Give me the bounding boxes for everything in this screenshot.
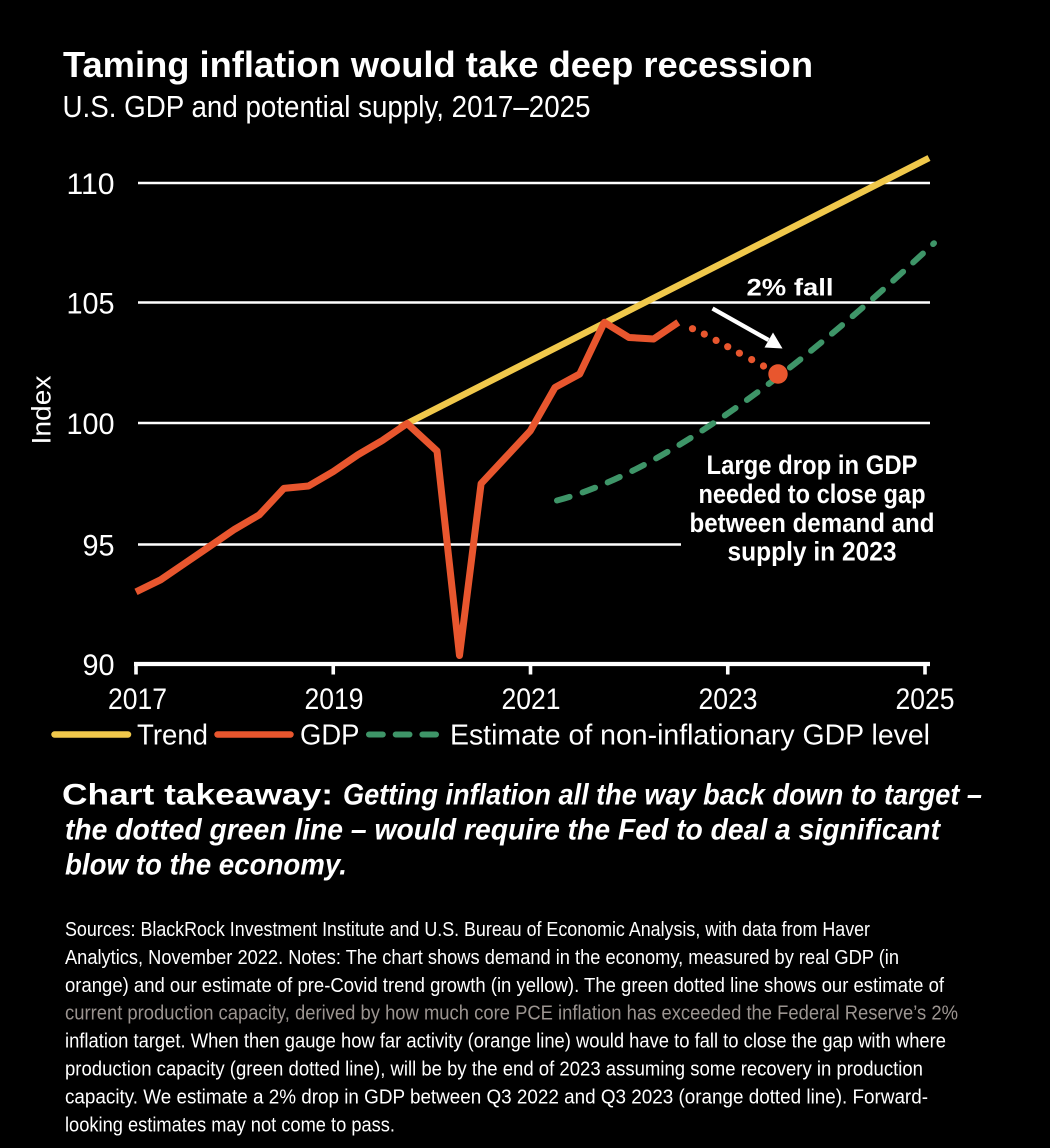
svg-text:2023: 2023 bbox=[699, 683, 758, 716]
svg-text:100: 100 bbox=[67, 408, 115, 441]
svg-text:2019: 2019 bbox=[305, 683, 364, 716]
svg-text:Estimate of non-inflationary G: Estimate of non-inflationary GDP level bbox=[450, 720, 930, 752]
svg-text:looking estimates may not come: looking estimates may not come to pass. bbox=[65, 1114, 395, 1136]
svg-text:orange) and our estimate of pr: orange) and our estimate of pre-Covid tr… bbox=[65, 975, 944, 997]
svg-text:105: 105 bbox=[67, 288, 115, 321]
svg-text:inflation target. When then ga: inflation target. When then gauge how fa… bbox=[65, 1031, 946, 1053]
svg-text:Large drop in GDP: Large drop in GDP bbox=[707, 450, 918, 480]
svg-text:the dotted green line – would: the dotted green line – would require th… bbox=[65, 814, 941, 847]
svg-text:2021: 2021 bbox=[502, 683, 561, 716]
svg-text:2% fall: 2% fall bbox=[747, 275, 834, 302]
svg-text:supply in 2023: supply in 2023 bbox=[728, 537, 897, 567]
svg-text:current production capacity, d: current production capacity, derived by … bbox=[65, 1003, 958, 1025]
svg-text:capacity. We estimate a 2% dro: capacity. We estimate a 2% drop in GDP b… bbox=[65, 1086, 928, 1108]
svg-text:2025: 2025 bbox=[896, 683, 955, 716]
svg-text:Sources: BlackRock Investment: Sources: BlackRock Investment Institute … bbox=[65, 919, 870, 941]
svg-text:Trend: Trend bbox=[137, 720, 208, 752]
svg-text:GDP: GDP bbox=[300, 720, 360, 752]
svg-text:95: 95 bbox=[83, 530, 115, 563]
svg-text:Index: Index bbox=[27, 375, 57, 445]
svg-text:Chart takeaway:: Chart takeaway: bbox=[62, 779, 333, 812]
svg-text:2017: 2017 bbox=[108, 683, 167, 716]
svg-text:needed to close gap: needed to close gap bbox=[699, 479, 926, 509]
svg-text:110: 110 bbox=[67, 168, 115, 201]
svg-text:production capacity (green dot: production capacity (green dotted line),… bbox=[65, 1059, 923, 1081]
svg-text:Taming inflation would take de: Taming inflation would take deep recessi… bbox=[63, 44, 813, 85]
svg-text:Analytics, November 2022. Note: Analytics, November 2022. Notes: The cha… bbox=[65, 947, 899, 969]
svg-text:Getting inflation all the way: Getting inflation all the way back down … bbox=[343, 779, 982, 812]
svg-text:90: 90 bbox=[83, 649, 115, 682]
svg-text:U.S. GDP and potential supply,: U.S. GDP and potential supply, 2017–2025 bbox=[63, 89, 591, 124]
svg-text:blow to the economy.: blow to the economy. bbox=[65, 848, 347, 881]
svg-text:between demand and: between demand and bbox=[690, 508, 935, 538]
